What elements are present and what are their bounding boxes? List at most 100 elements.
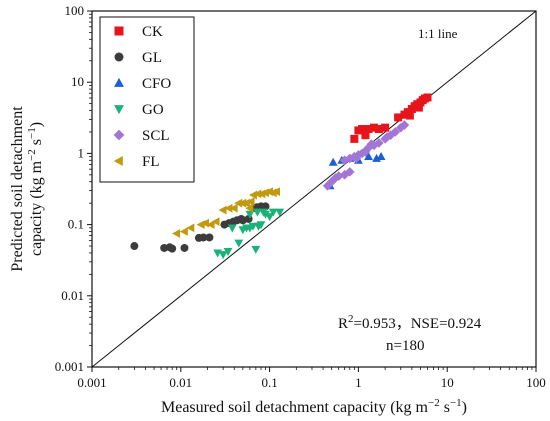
point-fl <box>196 220 205 229</box>
point-gl <box>261 202 270 211</box>
y-tick-label: 1 <box>78 145 85 160</box>
point-fl <box>172 229 181 238</box>
y-axis-title-line2: capacity (kg m−2 s−1) <box>26 122 45 256</box>
point-gl <box>130 242 139 251</box>
legend-label-gl: GL <box>142 50 162 66</box>
legend-marker-gl <box>114 52 124 62</box>
x-axis-unit-sup1: −2 <box>428 397 440 409</box>
y-tick-label: 100 <box>65 3 85 18</box>
y-axis-title: Predicted soil detachment capacity (kg m… <box>9 106 45 272</box>
x-tick-label: 0.1 <box>261 375 277 390</box>
point-fl <box>260 188 269 198</box>
point-gl <box>168 244 177 253</box>
stats-r-superscript: 2 <box>348 313 354 325</box>
point-go <box>218 251 228 260</box>
point-ck <box>358 125 367 134</box>
point-scl <box>399 120 410 130</box>
y-axis-title-line2-main: capacity (kg m <box>28 160 45 256</box>
point-cfo <box>328 157 338 166</box>
point-go <box>248 222 258 231</box>
stats-r2-nse: R2=0.953，NSE=0.924 <box>338 313 482 332</box>
point-go <box>227 224 237 233</box>
point-go <box>253 208 262 217</box>
x-tick-label: 10 <box>441 375 454 390</box>
point-gl <box>199 233 208 242</box>
point-ck <box>364 125 373 134</box>
point-fl <box>248 190 257 200</box>
point-cfo <box>364 152 373 161</box>
point-fl <box>200 218 209 228</box>
y-axis-unit-sup1: −2 <box>26 149 38 161</box>
point-go <box>268 208 278 217</box>
point-scl <box>374 138 384 148</box>
legend-box <box>99 16 195 183</box>
point-ck <box>374 125 383 134</box>
legend-label-fl: FL <box>142 154 160 170</box>
point-scl <box>363 142 374 153</box>
y-axis-title-line1: Predicted soil detachment <box>9 106 26 272</box>
point-go <box>261 210 270 219</box>
point-go <box>223 248 233 257</box>
point-fl <box>179 227 188 236</box>
y-tick-label: 0.01 <box>61 288 84 303</box>
point-fl <box>206 220 215 229</box>
point-fl <box>245 203 254 213</box>
point-scl <box>385 130 396 141</box>
point-go <box>251 245 261 254</box>
point-fl <box>186 223 195 233</box>
point-ck <box>381 123 390 132</box>
y-axis-unit-sup2: −1 <box>26 127 38 139</box>
y-axis-unit-mid: s <box>28 139 45 149</box>
point-scl <box>382 132 392 142</box>
point-cfo <box>376 152 386 161</box>
point-ck <box>394 113 403 122</box>
plot-frame <box>91 10 537 368</box>
point-scl <box>366 139 377 149</box>
point-go <box>234 239 244 248</box>
one-to-one-label: 1:1 line <box>418 26 458 41</box>
legend-marker-go <box>114 105 124 115</box>
legend-marker-cfo <box>114 77 124 87</box>
point-scl <box>344 167 355 177</box>
point-go <box>245 210 255 219</box>
point-fl <box>218 205 227 215</box>
y-tick-label: 0.001 <box>55 359 84 374</box>
legend-marker-fl <box>113 156 123 166</box>
legend-label-go: GO <box>142 102 164 118</box>
point-scl <box>390 127 401 137</box>
x-tick-label: 100 <box>526 375 546 390</box>
x-tick-label: 1 <box>355 375 362 390</box>
point-fl <box>234 198 243 208</box>
x-tick-label: 0.01 <box>169 375 192 390</box>
point-fl <box>224 203 233 213</box>
y-tick-label: 10 <box>71 74 84 89</box>
point-scl <box>344 153 355 164</box>
point-fl <box>246 197 255 207</box>
legend-marker-scl <box>113 129 125 141</box>
x-axis-title-main: Measured soil detachment capacity (kg m <box>161 399 429 416</box>
legend-marker-ck <box>114 26 124 36</box>
point-scl <box>360 147 371 157</box>
x-axis-title: Measured soil detachment capacity (kg m−… <box>161 397 467 416</box>
legend-label-cfo: CFO <box>142 76 171 92</box>
x-axis-unit-close: ) <box>462 399 467 416</box>
point-gl <box>205 233 214 242</box>
y-axis-unit-close: ) <box>28 122 45 127</box>
point-ck <box>361 131 370 140</box>
legend-label-ck: CK <box>142 24 163 40</box>
point-ck <box>350 134 359 143</box>
data-points <box>130 93 432 260</box>
x-axis-unit-mid: s <box>440 399 450 416</box>
stats-r2-nse-values: =0.953，NSE=0.924 <box>354 316 482 332</box>
point-gl <box>180 243 189 252</box>
y-tick-label: 0.1 <box>68 217 84 232</box>
point-fl <box>272 187 281 197</box>
point-fl <box>211 217 220 227</box>
point-scl <box>351 153 362 164</box>
point-go <box>265 213 274 222</box>
point-scl <box>333 171 344 181</box>
legend: CK GL CFO GO SCL FL <box>99 16 195 183</box>
point-ck <box>370 123 379 132</box>
